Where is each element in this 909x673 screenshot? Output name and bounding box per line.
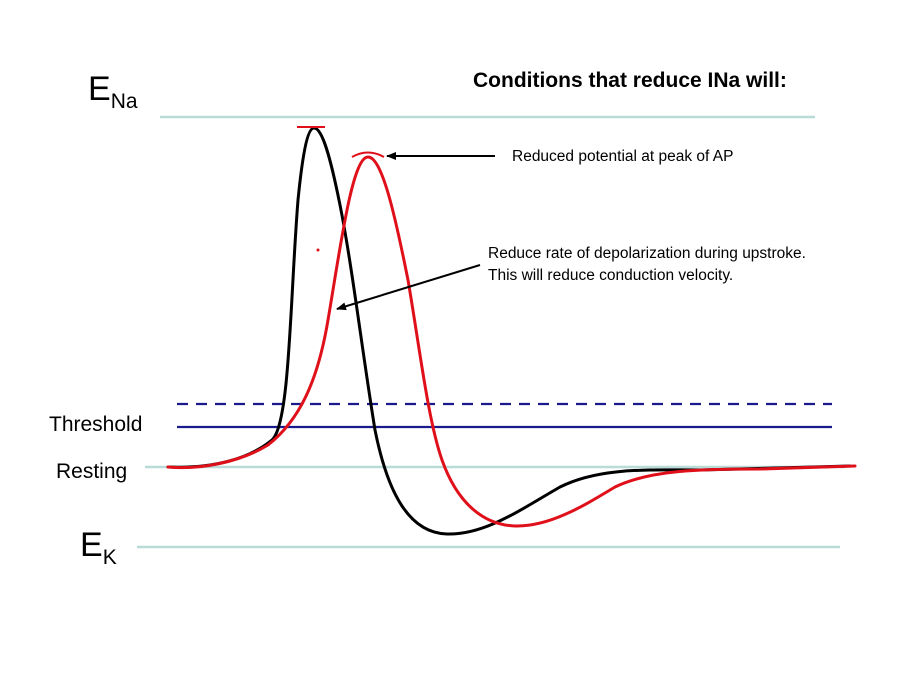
ena-label-sub: Na	[111, 90, 138, 113]
normal-action-potential-curve	[166, 126, 852, 536]
resting-label: Resting	[56, 460, 127, 483]
reduced-action-potential-curve	[166, 155, 857, 528]
reduced-peak-marker	[351, 151, 385, 158]
peak-annotation: Reduced potential at peak of AP	[512, 148, 733, 165]
ena-label-main: E	[88, 70, 111, 108]
threshold-label: Threshold	[49, 413, 142, 436]
upstroke-annotation-line-1: Reduce rate of depolarization during ups…	[488, 245, 806, 262]
ena-label: ENa	[88, 70, 138, 113]
ek-label-main: E	[80, 526, 103, 564]
stray-mark	[316, 248, 320, 252]
upstroke-annotation-line-2: This will reduce conduction velocity.	[488, 267, 733, 284]
ek-label: EK	[80, 526, 117, 569]
slide-title: Conditions that reduce INa will:	[473, 69, 787, 92]
ek-label-sub: K	[103, 546, 117, 569]
upstroke-annotation-arrow	[336, 264, 481, 311]
